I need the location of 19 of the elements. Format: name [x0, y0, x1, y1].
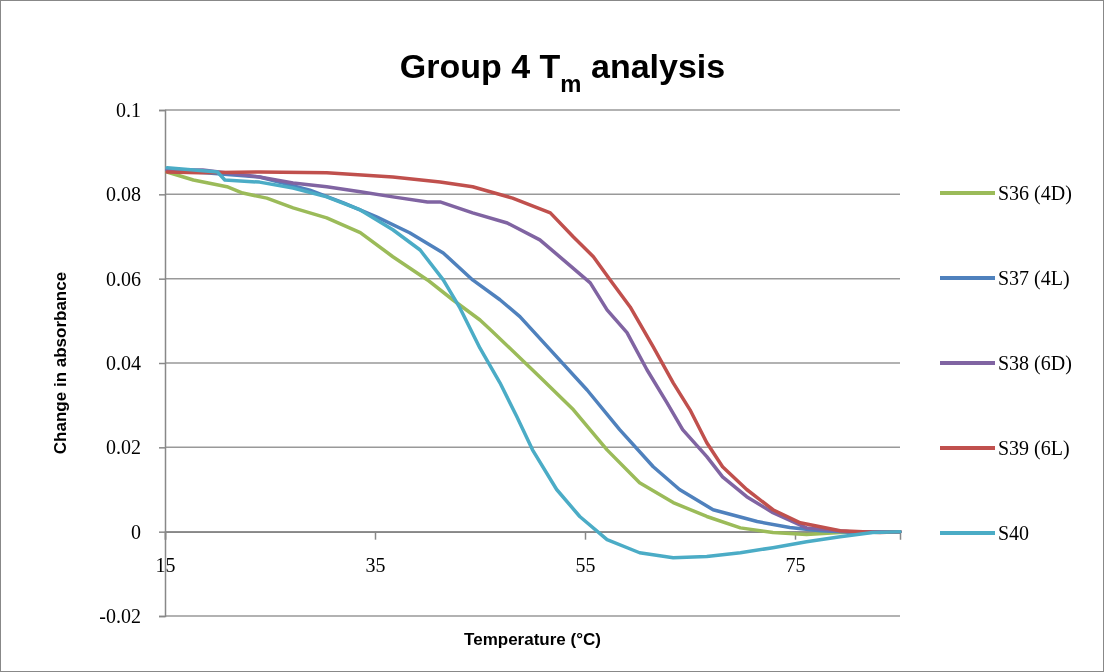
x-tick-label: 75: [785, 553, 806, 576]
x-tick-label: 35: [365, 553, 386, 576]
legend-label: S38 (6D): [998, 352, 1072, 375]
chart-title: Group 4 T$_{m}$ analysis: [399, 47, 726, 97]
y-tick-label: 0.02: [106, 436, 141, 459]
y-axis-title: Change in absorbance: [51, 271, 70, 455]
y-tick-label: 0.04: [106, 351, 141, 374]
legend-label: S36 (4D): [998, 182, 1072, 205]
x-axis-title: Temperature (°C): [464, 630, 601, 649]
legend-label: S40: [998, 522, 1030, 544]
y-tick-label: 0: [131, 520, 141, 543]
x-tick-label: 55: [575, 553, 596, 576]
legend-label: S37 (4L): [998, 267, 1070, 290]
y-tick-label: 0.08: [106, 183, 141, 206]
y-tick-label: -0.02: [99, 604, 141, 627]
y-tick-label: 0.1: [116, 98, 141, 121]
x-tick-label: 15: [155, 553, 176, 576]
legend-label: S39 (6L): [998, 437, 1070, 460]
y-tick-label: 0.06: [106, 267, 141, 290]
